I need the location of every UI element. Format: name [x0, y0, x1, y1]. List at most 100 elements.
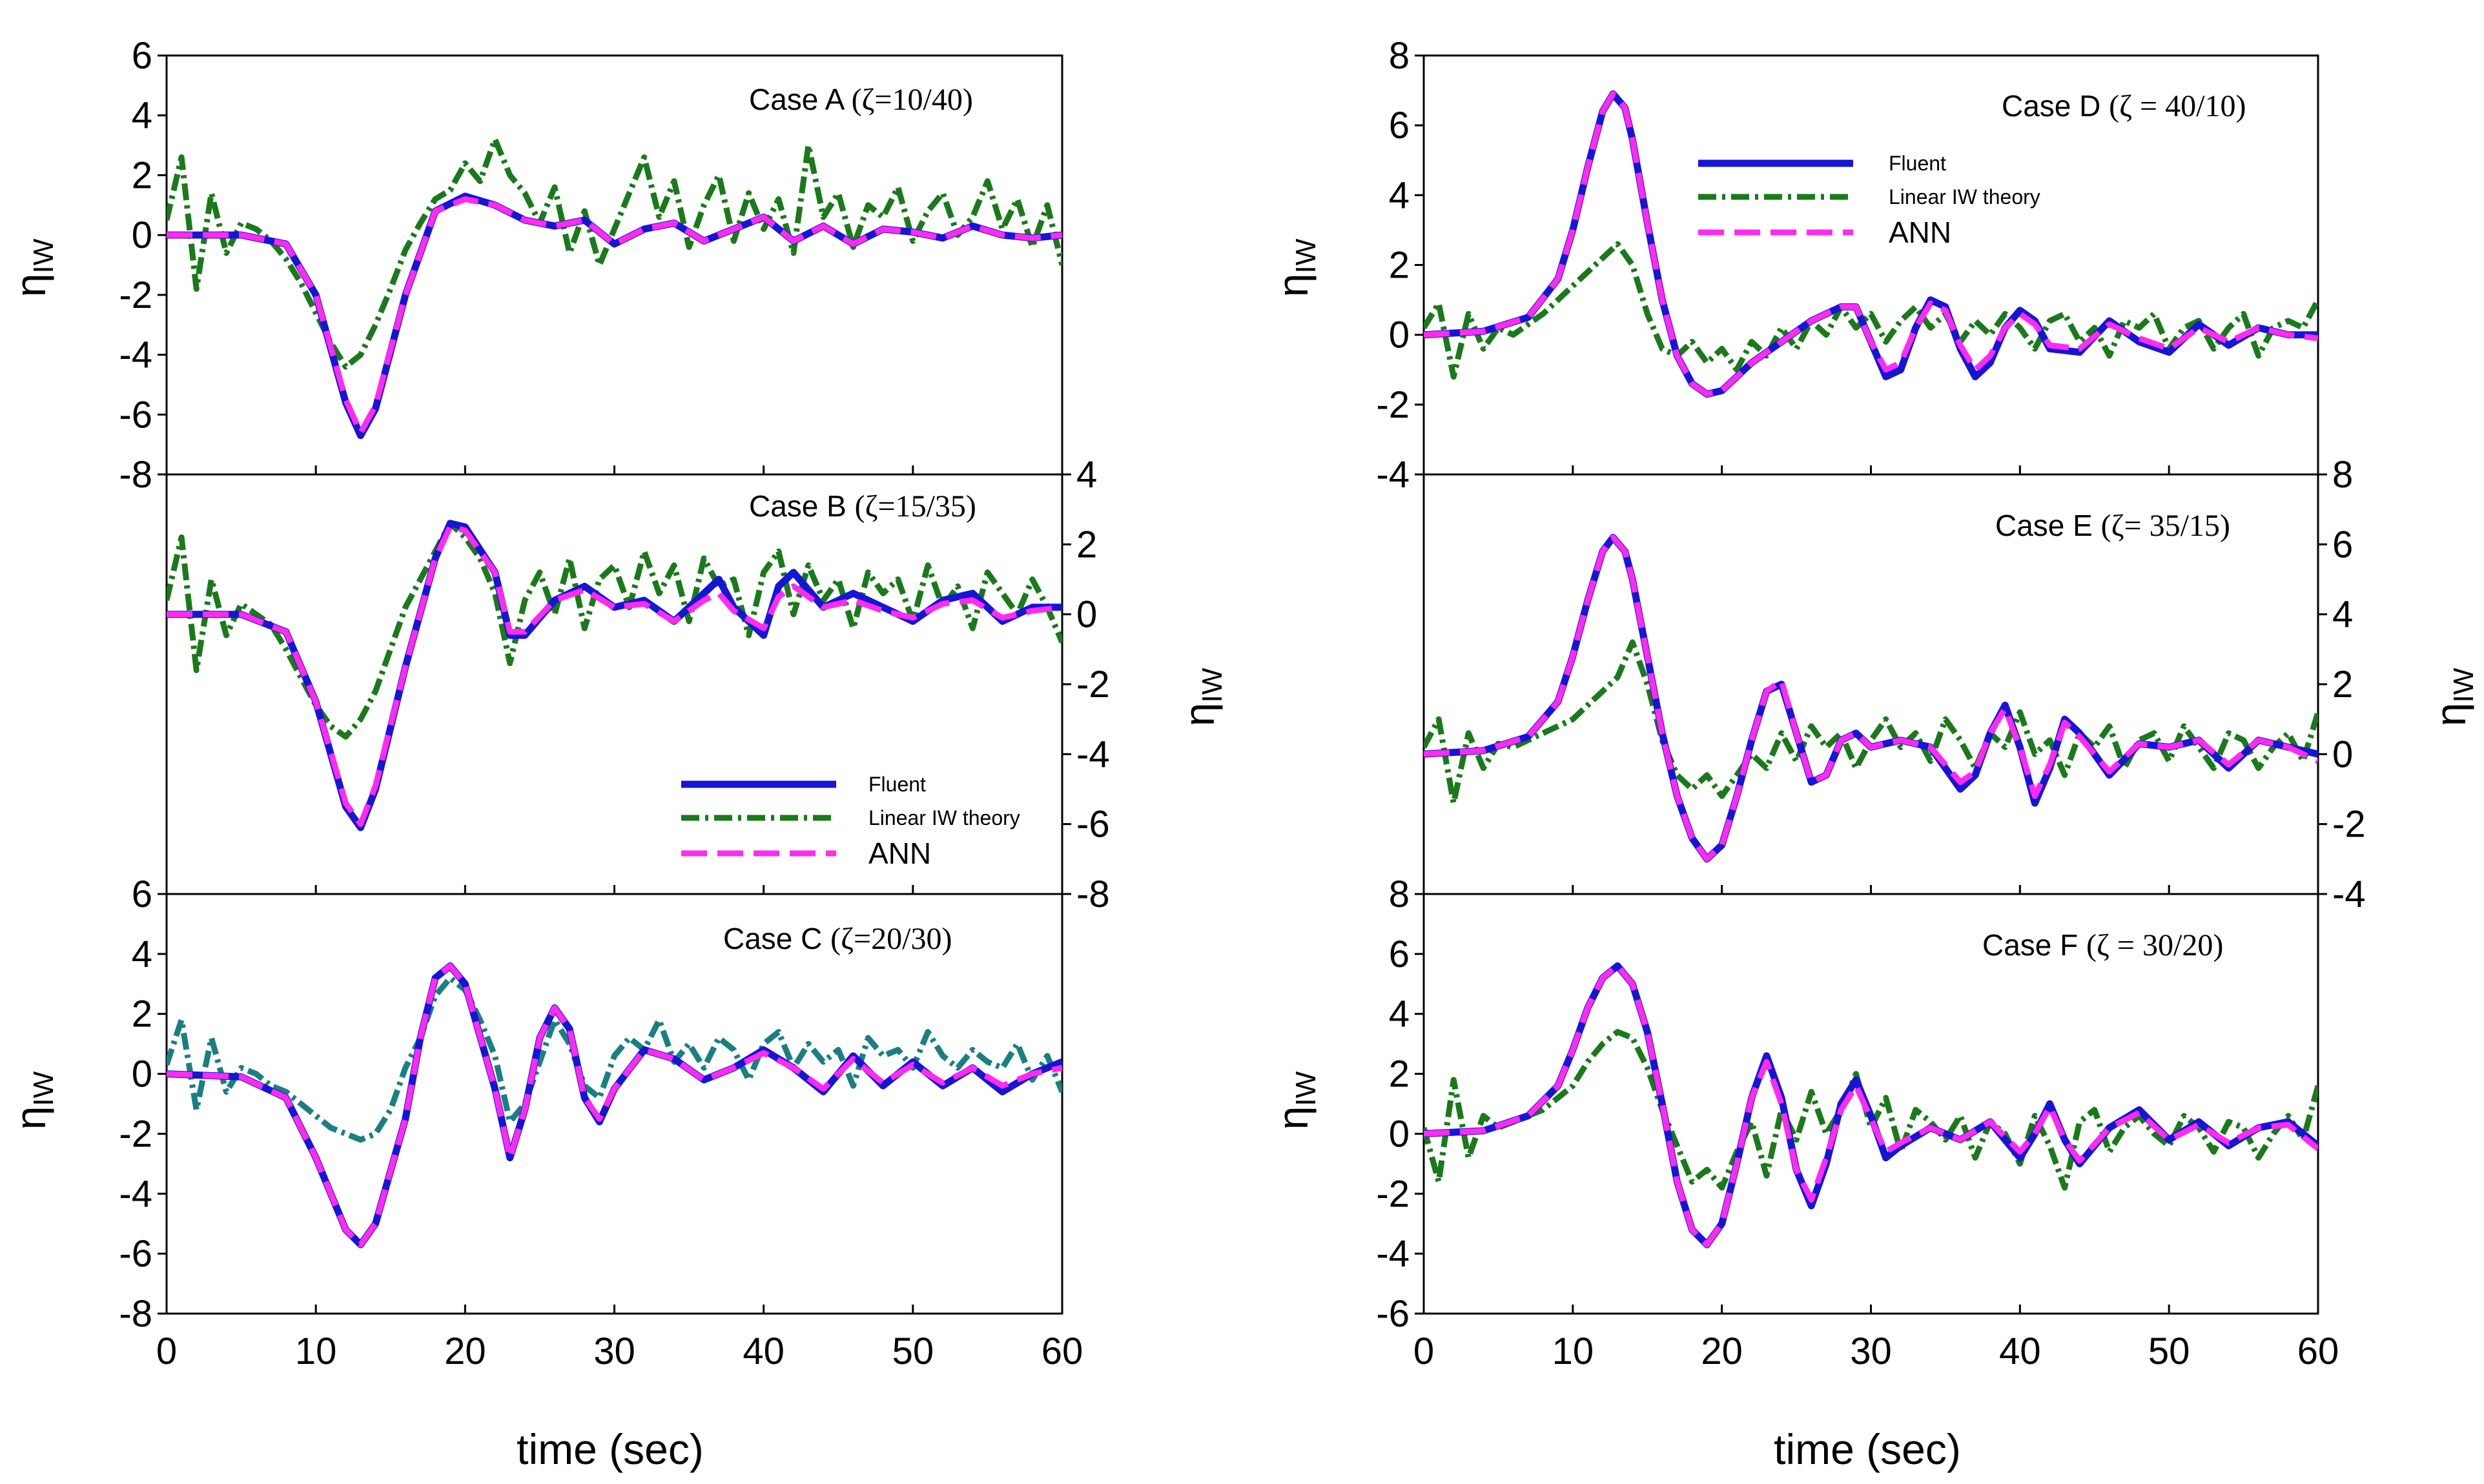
y-tick-label: -4: [1376, 1233, 1410, 1275]
panel-b: 4 2 0 -2 -4 -6 -8 Case B (ζ=15/35): [165, 454, 1110, 915]
y-tick-label: -8: [119, 454, 152, 496]
y-tick-label: -2: [1376, 384, 1410, 426]
legend-left-linear-label: Linear IW theory: [868, 806, 1020, 829]
y-tick-label: 4: [132, 933, 152, 975]
x-tick-label: 30: [593, 1330, 635, 1372]
y-tick-label: 8: [1389, 873, 1410, 915]
y-tick-label: 6: [2332, 523, 2353, 565]
y-tick-label: 0: [132, 1053, 152, 1095]
case-title: Case B (ζ=15/35): [749, 489, 976, 523]
x-tick-label: 20: [444, 1330, 486, 1372]
y-axis-title-f: ηIW: [1269, 1071, 1322, 1130]
x-tick-label: 0: [1413, 1330, 1434, 1372]
panel-b-frame: [165, 473, 1063, 895]
x-tick-label: 30: [1850, 1330, 1892, 1372]
case-title: Case E (ζ= 35/15): [1995, 509, 2230, 543]
x-tick-label: 10: [1552, 1330, 1594, 1372]
y-tick-label: 0: [1389, 1113, 1410, 1155]
case-title: Case F (ζ = 30/20): [1982, 928, 2223, 962]
series-linear: [167, 975, 1062, 1143]
legend-right-linear-label: Linear IW theory: [1889, 185, 2040, 208]
y-axis-title-b: ηIW: [1175, 667, 1228, 726]
x-tick-label: 60: [2297, 1330, 2339, 1372]
series-ann: [1424, 962, 2318, 1248]
y-axis-title-a: ηIW: [6, 238, 59, 297]
series-ann: [167, 196, 1062, 436]
y-tick-label: 0: [132, 214, 152, 256]
y-tick-label: 2: [132, 993, 152, 1035]
x-tick-label: 40: [1999, 1330, 2041, 1372]
y-tick-label: 6: [1389, 105, 1410, 147]
legend-right: Fluent Linear IW theory ANN: [1698, 152, 2040, 249]
x-tick-label: 10: [295, 1330, 337, 1372]
y-tick-label: 8: [2332, 454, 2353, 496]
x-tick-label: 60: [1042, 1330, 1083, 1372]
y-tick-label: 6: [132, 873, 152, 915]
y-tick-label: -8: [1076, 873, 1110, 915]
x-axis-title-left: time (sec): [517, 1425, 704, 1473]
x-tick-label: 40: [743, 1330, 785, 1372]
x-tick-label: 0: [156, 1330, 177, 1372]
y-tick-label: 4: [1076, 454, 1097, 496]
y-tick-label: 2: [1389, 245, 1410, 287]
y-tick-label: 6: [132, 35, 152, 77]
x-tick-label: 50: [892, 1330, 934, 1372]
y-tick-label: 4: [1389, 174, 1410, 216]
x-axis-title-right: time (sec): [1774, 1425, 1961, 1473]
legend-right-ann-label: ANN: [1889, 216, 1951, 249]
series-fluent: [1424, 962, 2318, 1248]
y-tick-label: -4: [2332, 873, 2366, 915]
series-ann: [167, 523, 1062, 828]
y-tick-label: -6: [119, 394, 152, 436]
svg-text:ηIW: ηIW: [1175, 667, 1228, 726]
legend-right-fluent-label: Fluent: [1889, 152, 1946, 175]
case-title: Case A (ζ=10/40): [749, 83, 973, 117]
y-tick-label: -8: [119, 1293, 152, 1335]
svg-text:ηIW: ηIW: [6, 1071, 59, 1130]
y-axis-title-d: ηIW: [1269, 238, 1322, 297]
y-axis-title-e: ηIW: [2427, 667, 2479, 726]
svg-text:ηIW: ηIW: [6, 238, 59, 297]
y-tick-label: -2: [1376, 1173, 1410, 1215]
y-tick-label: 6: [1389, 933, 1410, 975]
y-tick-label: 2: [132, 154, 152, 196]
y-tick-label: 0: [1076, 594, 1097, 636]
case-title: Case D (ζ = 40/10): [2002, 89, 2246, 123]
y-tick-label: 2: [1389, 1053, 1410, 1095]
legend-left-ann-label: ANN: [868, 837, 931, 870]
y-tick-label: -6: [119, 1233, 152, 1275]
y-tick-label: -6: [1076, 804, 1110, 846]
y-tick-label: 0: [2332, 733, 2353, 775]
case-title: Case C (ζ=20/30): [723, 922, 952, 956]
panel-d: 8 6 4 2 0 -2 -4 Case D (ζ = 40/10): [1376, 35, 2319, 496]
y-tick-label: 0: [1389, 314, 1410, 356]
series-linear: [1424, 241, 2318, 380]
y-tick-label: -4: [119, 1173, 152, 1215]
series-ann: [1424, 91, 2318, 398]
y-tick-label: -2: [1076, 664, 1110, 706]
series-linear: [167, 136, 1062, 370]
y-axis-title-c: ηIW: [6, 1071, 59, 1130]
series-fluent: [1424, 90, 2318, 398]
series-ann: [1424, 534, 2318, 862]
y-tick-label: -4: [1076, 733, 1110, 775]
series-linear: [167, 520, 1062, 740]
y-tick-label: -6: [1376, 1293, 1410, 1335]
y-tick-label: 8: [1389, 35, 1410, 77]
y-tick-label: -2: [119, 274, 152, 316]
legend-left: Fluent Linear IW theory ANN: [681, 773, 1020, 870]
series-linear: [1424, 1029, 2318, 1191]
panel-a: 6 4 2 0 -2 -4 -6 -8 Case A (ζ=10/40): [119, 35, 1063, 496]
y-tick-label: 2: [2332, 664, 2353, 706]
y-tick-label: 4: [2332, 594, 2353, 636]
y-tick-label: 4: [1389, 993, 1410, 1035]
svg-text:ηIW: ηIW: [2427, 667, 2479, 726]
svg-text:ηIW: ηIW: [1269, 238, 1322, 297]
y-tick-label: -4: [1376, 454, 1410, 496]
legend-left-fluent-label: Fluent: [868, 773, 926, 796]
svg-text:ηIW: ηIW: [1269, 1071, 1322, 1130]
series-linear: [1424, 639, 2318, 806]
